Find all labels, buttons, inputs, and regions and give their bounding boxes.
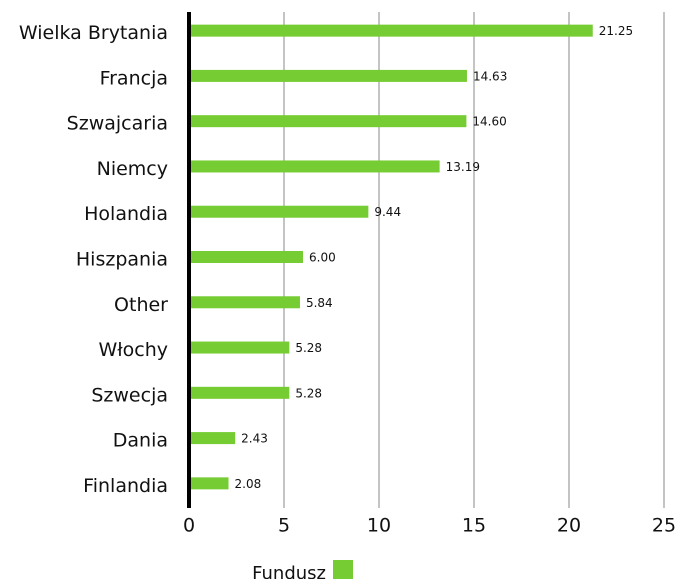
bar [191,251,303,263]
bar [191,115,467,128]
value-label: 6.00 [309,251,336,265]
bar [191,69,467,82]
y-tick-label: Hiszpania [76,249,168,271]
bar [191,160,440,173]
value-label: 5.28 [295,341,322,355]
y-tick-label: Wielka Brytania [19,22,168,44]
y-tick-label: Niemcy [97,158,168,180]
bar [191,24,593,37]
y-tick-label: Holandia [84,203,168,225]
bar [191,386,290,399]
value-label: 9.44 [374,205,401,219]
y-tick-label: Włochy [98,339,168,361]
value-label: 14.63 [473,69,507,83]
value-label: 21.25 [599,24,633,38]
x-tick-label: 10 [367,515,391,537]
bar [191,205,369,218]
y-tick-label: Szwajcaria [67,113,168,135]
x-tick-label: 15 [462,515,486,537]
y-tick-label: Szwecja [91,384,168,406]
x-tick-label: 25 [652,515,676,537]
value-label: 5.28 [295,386,322,400]
value-label: 13.19 [446,160,480,174]
bar [191,341,290,354]
y-tick-label: Finlandia [83,475,168,497]
x-tick-label: 20 [557,515,581,537]
y-tick-label: Dania [113,430,168,452]
bar [191,432,236,445]
y-tick-label: Francja [100,67,168,89]
x-tick-label: 5 [278,515,290,537]
value-label: 2.08 [235,477,262,491]
legend-swatch [333,560,353,579]
value-label: 5.84 [306,296,333,310]
y-tick-label: Other [114,294,168,316]
bar [191,477,229,490]
value-label: 14.60 [472,115,506,129]
legend-label: Fundusz [252,563,326,579]
x-tick-label: 0 [183,515,195,537]
value-label: 2.43 [241,432,268,446]
bar [191,296,300,309]
